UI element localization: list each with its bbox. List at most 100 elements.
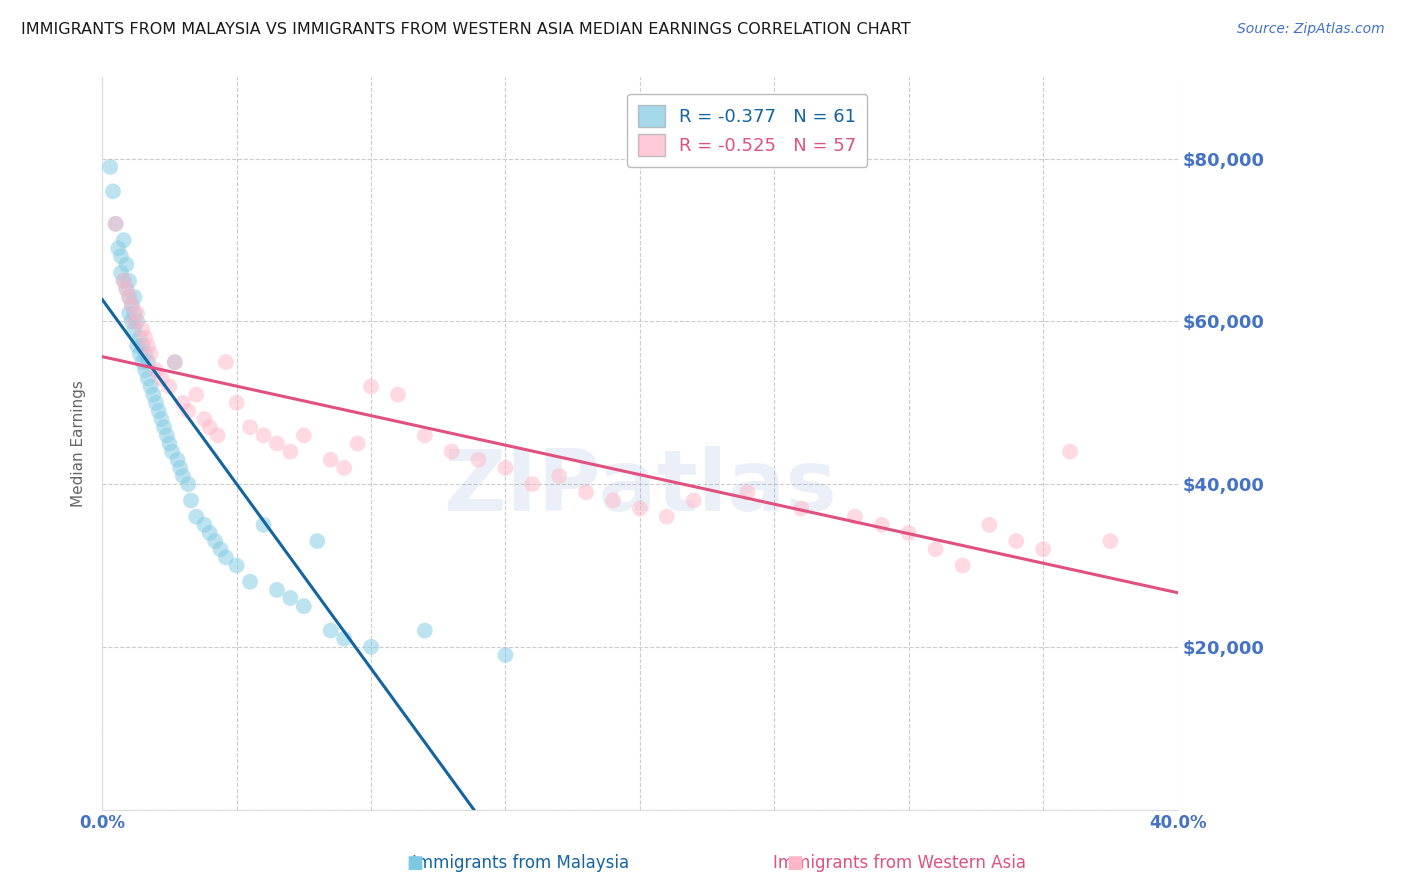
Point	[207, 428, 229, 442]
Point	[266, 582, 288, 597]
Point	[115, 282, 138, 296]
Point	[107, 241, 129, 255]
Point	[346, 436, 368, 450]
Text: ZIPatlas: ZIPatlas	[443, 446, 837, 529]
Point	[134, 331, 156, 345]
Point	[522, 477, 544, 491]
Point	[239, 574, 262, 589]
Point	[136, 371, 159, 385]
Point	[790, 501, 813, 516]
Point	[252, 517, 274, 532]
Point	[118, 274, 141, 288]
Point	[110, 249, 132, 263]
Point	[159, 379, 181, 393]
Point	[186, 387, 208, 401]
Point	[440, 444, 463, 458]
Point	[225, 558, 247, 573]
Point	[252, 428, 274, 442]
Point	[924, 542, 946, 557]
Point	[145, 363, 167, 377]
Point	[193, 412, 215, 426]
Point	[844, 509, 866, 524]
Point	[682, 493, 704, 508]
Point	[98, 160, 121, 174]
Point	[131, 339, 153, 353]
Point	[150, 371, 173, 385]
Point	[548, 469, 571, 483]
Point	[134, 347, 156, 361]
Point	[215, 550, 238, 565]
Point	[104, 217, 127, 231]
Point	[115, 282, 138, 296]
Point	[127, 306, 149, 320]
Point	[163, 355, 186, 369]
Point	[870, 517, 893, 532]
Point	[467, 452, 489, 467]
Point	[333, 632, 356, 646]
Point	[124, 314, 146, 328]
Point	[156, 428, 179, 442]
Point	[134, 363, 156, 377]
Legend: R = -0.377   N = 61, R = -0.525   N = 57: R = -0.377 N = 61, R = -0.525 N = 57	[627, 94, 868, 167]
Point	[159, 436, 181, 450]
Point	[1032, 542, 1054, 557]
Point	[128, 331, 150, 345]
Point	[979, 517, 1001, 532]
Point	[172, 396, 194, 410]
Point	[124, 306, 146, 320]
Point	[121, 314, 143, 328]
Point	[1059, 444, 1081, 458]
Point	[124, 323, 146, 337]
Point	[124, 290, 146, 304]
Point	[118, 306, 141, 320]
Point	[110, 266, 132, 280]
Point	[180, 493, 202, 508]
Point	[121, 298, 143, 312]
Point	[177, 477, 200, 491]
Point	[319, 624, 342, 638]
Point	[118, 290, 141, 304]
Point	[150, 412, 173, 426]
Point	[115, 258, 138, 272]
Point	[1099, 534, 1122, 549]
Point	[495, 461, 517, 475]
Point	[121, 298, 143, 312]
Point	[204, 534, 226, 549]
Point	[280, 591, 302, 605]
Point	[128, 347, 150, 361]
Point	[145, 396, 167, 410]
Text: Source: ZipAtlas.com: Source: ZipAtlas.com	[1237, 22, 1385, 37]
Point	[198, 420, 221, 434]
Point	[292, 599, 315, 614]
Text: Immigrants from Malaysia: Immigrants from Malaysia	[412, 855, 628, 872]
Point	[148, 404, 170, 418]
Point	[142, 387, 165, 401]
Point	[112, 274, 135, 288]
Point	[136, 339, 159, 353]
Point	[127, 339, 149, 353]
Point	[655, 509, 678, 524]
Point	[136, 355, 159, 369]
Point	[215, 355, 238, 369]
Point	[209, 542, 232, 557]
Text: ■: ■	[406, 855, 423, 872]
Point	[198, 525, 221, 540]
Point	[737, 485, 759, 500]
Point	[319, 452, 342, 467]
Point	[112, 274, 135, 288]
Point	[952, 558, 974, 573]
Point	[160, 444, 183, 458]
Point	[177, 404, 200, 418]
Point	[292, 428, 315, 442]
Point	[387, 387, 409, 401]
Point	[897, 525, 920, 540]
Point	[307, 534, 329, 549]
Point	[413, 428, 436, 442]
Text: ■: ■	[786, 855, 803, 872]
Y-axis label: Median Earnings: Median Earnings	[72, 380, 86, 507]
Point	[118, 290, 141, 304]
Point	[131, 323, 153, 337]
Point	[1005, 534, 1028, 549]
Text: Immigrants from Western Asia: Immigrants from Western Asia	[773, 855, 1026, 872]
Point	[166, 452, 188, 467]
